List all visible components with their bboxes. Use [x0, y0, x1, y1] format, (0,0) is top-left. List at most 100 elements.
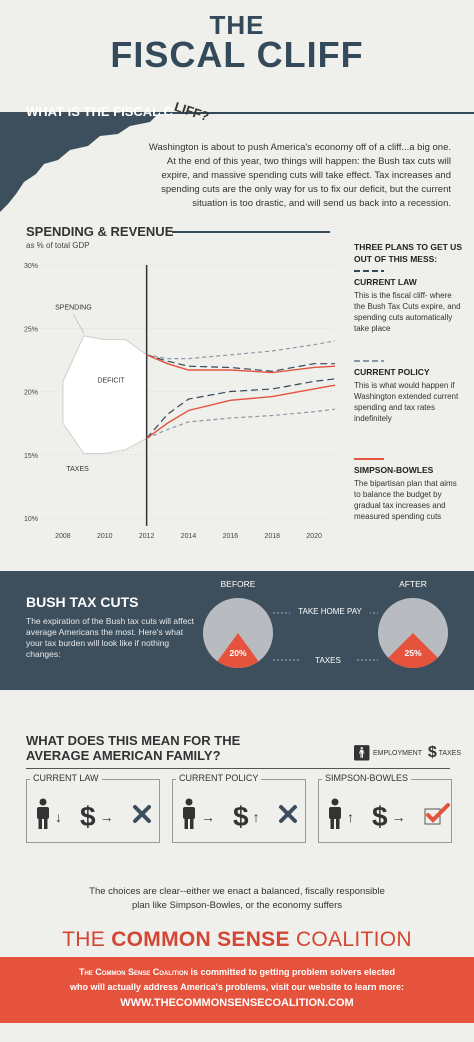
spending-label: SPENDING: [55, 304, 92, 311]
family-rule: [26, 768, 450, 769]
plan-legend-swatch: [354, 458, 384, 460]
dollar-icon: $: [427, 744, 437, 761]
series-current-law-spending: [146, 354, 335, 372]
plans-heading: THREE PLANS TO GET US OUT OF THIS MESS:: [354, 242, 462, 264]
intro-heading: WHAT IS THE FISCAL CLIFF?: [26, 98, 211, 125]
person-icon: [35, 798, 51, 835]
plan-title: CURRENT LAW: [354, 277, 417, 287]
x-mark-icon: [132, 804, 152, 829]
y-tick-label: 20%: [24, 390, 38, 397]
plan-outcome-box: CURRENT POLICY → $ ↑: [172, 773, 306, 843]
footer-url[interactable]: WWW.THECOMMONSENSECOALITION.COM: [120, 997, 354, 1009]
plan-title: SIMPSON-BOWLES: [354, 465, 434, 475]
after-pie-taxes: [388, 633, 438, 668]
plan-outcome-box: CURRENT LAW ↓ $ →: [26, 773, 160, 843]
box-label: CURRENT POLICY: [176, 773, 262, 783]
plan-item: CURRENT LAW This is the fiscal cliff- whe…: [354, 270, 464, 334]
before-pct: 20%: [229, 648, 247, 658]
series-current-policy-revenue: [146, 408, 336, 439]
plan-item: CURRENT POLICY This is what would happen …: [354, 360, 464, 424]
legend-taxes: TAXES: [438, 749, 462, 757]
spending-revenue-chart: 30% 25% 20% 15% 10% 2008 2010 2012 2014 2016 2018 2…: [24, 263, 336, 540]
conclusion-line2: plan like Simpson-Bowles, or the economy…: [132, 900, 342, 911]
y-tick-label: 10%: [24, 516, 38, 523]
tax-burden-pies: [203, 598, 448, 668]
y-tick-label: 30%: [24, 263, 38, 270]
arrow-up-icon: ↑: [347, 808, 354, 825]
deficit-area: [62, 335, 148, 454]
outcome-row: ↑ $ →: [327, 798, 450, 835]
family-heading-line1: WHAT DOES THIS MEAN FOR THE: [26, 733, 241, 748]
x-tick-label: 2016: [223, 533, 239, 540]
arrow-up-icon: ↑: [252, 808, 260, 825]
plan-text: The bipartisan plan that aims to balance…: [354, 479, 457, 521]
plan-legend-swatch: [354, 360, 384, 362]
chart-subtitle: as % of total GDP: [26, 241, 90, 250]
checkmark-icon: [424, 803, 450, 830]
intro-rule: [160, 112, 474, 114]
dollar-icon: $: [80, 800, 96, 832]
plan-legend-swatch: [354, 270, 384, 272]
outcome-row: ↓ $ →: [35, 798, 152, 835]
plan-outcome-box: SIMPSON-BOWLES ↑ $ →: [318, 773, 452, 843]
conclusion-line1: The choices are clear--either we enact a…: [89, 886, 385, 897]
taxes-label: TAXES: [300, 656, 356, 665]
conclusion: The choices are clear--either we enact a…: [0, 885, 474, 913]
after-label: AFTER: [399, 579, 427, 589]
legend-employment: EMPLOYMENT: [373, 749, 422, 757]
family-heading: WHAT DOES THIS MEAN FOR THE AVERAGE AMER…: [26, 733, 240, 763]
box-label: CURRENT LAW: [30, 773, 102, 783]
bush-text: The expiration of the Bush tax cuts will…: [26, 616, 195, 659]
plan-title: CURRENT POLICY: [354, 367, 430, 377]
series-simpson-bowles-spending: [146, 354, 336, 374]
intro-body: Washington is about to push America's ec…: [148, 142, 451, 209]
legend: 🚹︎ EMPLOYMENT $ TAXES: [352, 744, 461, 762]
person-icon: [181, 798, 197, 835]
x-mark-icon: [278, 804, 298, 829]
x-tick-label: 2008: [55, 533, 71, 540]
footer-title: THE COMMON SENSE COALITION: [62, 928, 412, 951]
plan-item: SIMPSON-BOWLES The bipartisan plan that a…: [354, 458, 464, 522]
x-tick-label: 2014: [181, 533, 197, 540]
series-current-policy-spending: [146, 340, 336, 360]
arrow-right-icon: →: [391, 808, 406, 825]
bush-title: BUSH TAX CUTS: [26, 594, 139, 610]
arrow-right-icon: →: [99, 808, 114, 825]
series-current-law-revenue: [146, 378, 336, 439]
footer-band: [0, 957, 474, 1023]
cliff-graphic: [0, 112, 160, 212]
plan-text: This is the fiscal cliff- where the Bush…: [354, 291, 461, 333]
person-icon: [327, 798, 343, 835]
person-icon: 🚹︎: [352, 745, 372, 762]
dollar-icon: $: [233, 800, 249, 832]
plan-text: This is what would happen if Washington …: [354, 381, 459, 423]
dollar-icon: $: [372, 800, 388, 832]
box-label: SIMPSON-BOWLES: [322, 773, 412, 783]
before-label: BEFORE: [220, 579, 256, 589]
x-tick-label: 2012: [139, 533, 155, 540]
x-tick-label: 2010: [97, 533, 113, 540]
taxes-label: TAXES: [66, 466, 89, 473]
y-tick-label: 15%: [24, 453, 38, 460]
x-tick-label: 2020: [306, 533, 322, 540]
footer-line2: who will actually address America's prob…: [70, 982, 404, 992]
take-home-label: TAKE HOME PAY: [290, 607, 370, 616]
before-pie-taxes: [217, 633, 259, 668]
spending-leader: [73, 314, 85, 334]
footer-text: The Common Sense Coalition is committed …: [0, 965, 474, 1011]
page-title: FISCAL CLIFF: [110, 34, 364, 75]
arrow-down-icon: ↓: [55, 808, 62, 825]
series-simpson-bowles-revenue: [146, 384, 336, 439]
footer-line1: The Common Sense Coalition is committed …: [78, 967, 396, 977]
arrow-right-icon: →: [201, 808, 215, 825]
deficit-label: DEFICIT: [97, 378, 125, 385]
chart-title-rule: [172, 231, 330, 233]
header-the: THE: [209, 10, 265, 40]
family-boxes: CURRENT LAW ↓ $ → CURRENT POLICY → $ ↑ SIMPSON-B…: [26, 773, 452, 849]
y-tick-label: 25%: [24, 326, 38, 333]
outcome-row: → $ ↑: [181, 798, 298, 835]
family-heading-line2: AVERAGE AMERICAN FAMILY?: [26, 748, 221, 763]
after-pct: 25%: [404, 648, 422, 658]
x-tick-label: 2018: [264, 533, 280, 540]
chart-title: SPENDING & REVENUE: [26, 224, 174, 239]
